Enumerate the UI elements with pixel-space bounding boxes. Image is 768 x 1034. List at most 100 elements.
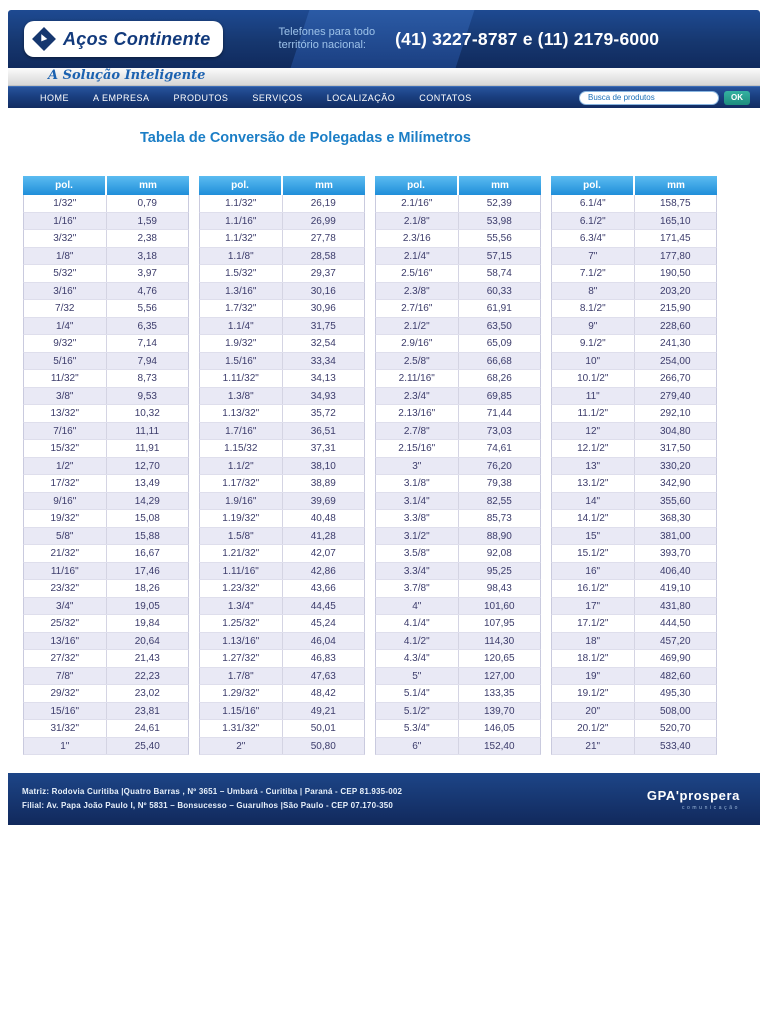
mm-cell: 133,35 bbox=[483, 688, 515, 699]
mm-cell: 42,86 bbox=[310, 565, 336, 577]
nav-item-a-empresa[interactable]: A EMPRESA bbox=[93, 92, 150, 103]
table-row: 7/16" 11,11 bbox=[23, 422, 189, 440]
table-row: 3/32" 2,38 bbox=[23, 230, 189, 248]
pol-cell: 14" bbox=[552, 492, 635, 509]
pol-cell: 14.1/2" bbox=[552, 510, 635, 527]
mm-cell: 5,56 bbox=[137, 303, 157, 314]
logo[interactable]: Aços Continente bbox=[24, 21, 223, 57]
mm-cell: 31,75 bbox=[310, 320, 336, 332]
table-header-row: pol. mm bbox=[375, 176, 541, 195]
mm-cell: 44,45 bbox=[310, 600, 336, 612]
pol-cell: 9" bbox=[552, 317, 635, 334]
pol-cell: 3" bbox=[376, 457, 459, 474]
pol-cell: 4" bbox=[376, 597, 459, 614]
table-row: 5/8" 15,88 bbox=[23, 527, 189, 545]
pol-cell: 18" bbox=[552, 632, 635, 649]
table-row: 1.21/32" 42,07 bbox=[199, 545, 365, 563]
pol-cell: 11.1/2" bbox=[552, 405, 635, 422]
mm-cell: 12,70 bbox=[134, 460, 160, 472]
pol-cell: 1/16" bbox=[24, 212, 107, 229]
table-row: 1.1/16" 26,99 bbox=[199, 212, 365, 230]
table-row: 2.7/8" 73,03 bbox=[375, 422, 541, 440]
table-row: 1.17/32" 38,89 bbox=[199, 475, 365, 493]
mm-cell: 107,95 bbox=[483, 618, 515, 629]
pol-cell: 1.3/16" bbox=[200, 282, 283, 299]
pol-cell: 23/32" bbox=[24, 580, 107, 597]
table-row: 9/32" 7,14 bbox=[23, 335, 189, 353]
mm-cell: 19,84 bbox=[134, 618, 160, 629]
pol-cell: 1.13/32" bbox=[200, 405, 283, 422]
table-row: 19/32" 15,08 bbox=[23, 510, 189, 528]
mm-cell: 49,21 bbox=[310, 705, 336, 717]
table-row: 29/32" 23,02 bbox=[23, 685, 189, 703]
mm-cell: 33,34 bbox=[310, 355, 336, 367]
table-row: 6.3/4" 171,45 bbox=[551, 230, 717, 248]
page-title: Tabela de Conversão de Polegadas e Milím… bbox=[140, 130, 471, 146]
pol-cell: 6.1/4" bbox=[552, 195, 635, 212]
search-ok-button[interactable]: OK bbox=[724, 90, 750, 105]
pol-cell: 27/32" bbox=[24, 650, 107, 667]
mm-cell: 16,67 bbox=[134, 548, 160, 559]
table-row: 2.3/8" 60,33 bbox=[375, 282, 541, 300]
mm-cell: 368,30 bbox=[659, 513, 691, 524]
table-row: 10.1/2" 266,70 bbox=[551, 370, 717, 388]
nav-item-servicos[interactable]: SERVIÇOS bbox=[252, 92, 303, 103]
pol-cell: 3/4" bbox=[24, 597, 107, 614]
pol-cell: 1.9/16" bbox=[200, 492, 283, 509]
table-row: 1.11/16" 42,86 bbox=[199, 562, 365, 580]
nav-item-localizacao[interactable]: LOCALIZAÇÃO bbox=[326, 92, 396, 103]
mm-cell: 43,66 bbox=[310, 583, 336, 594]
mm-cell: 4,76 bbox=[137, 285, 157, 297]
mm-cell: 2,38 bbox=[137, 233, 157, 244]
pol-cell: 1.5/8" bbox=[200, 527, 283, 544]
pol-cell: 12.1/2" bbox=[552, 440, 635, 457]
mm-cell: 66,68 bbox=[486, 355, 512, 367]
pol-cell: 2.15/16" bbox=[376, 440, 459, 457]
pol-cell: 1.15/16" bbox=[200, 702, 283, 719]
nav-item-produtos[interactable]: PRODUTOS bbox=[173, 92, 229, 103]
mm-cell: 7,14 bbox=[137, 338, 157, 349]
table-row: 1.9/32" 32,54 bbox=[199, 335, 365, 353]
table-row: 8.1/2" 215,90 bbox=[551, 300, 717, 318]
nav-item-contatos[interactable]: CONTATOS bbox=[419, 92, 472, 103]
pol-cell: 3.7/8" bbox=[376, 580, 459, 597]
pol-cell: 2.3/8" bbox=[376, 282, 459, 299]
pol-cell: 1.13/16" bbox=[200, 632, 283, 649]
mm-cell: 68,26 bbox=[486, 373, 512, 384]
table-row: 12" 304,80 bbox=[551, 422, 717, 440]
pol-cell: 15/32" bbox=[24, 440, 107, 457]
mm-cell: 47,63 bbox=[310, 670, 336, 682]
table-row: 3" 76,20 bbox=[375, 457, 541, 475]
pol-cell: 13/32" bbox=[24, 405, 107, 422]
table-row: 1.5/32" 29,37 bbox=[199, 265, 365, 283]
search-area: OK bbox=[579, 90, 750, 105]
table-row: 7.1/2" 190,50 bbox=[551, 265, 717, 283]
table-row: 3.1/8" 79,38 bbox=[375, 475, 541, 493]
pol-cell: 4.1/2" bbox=[376, 632, 459, 649]
conversion-table-1: pol. mm 1/32" 0,79 1/16" 1,59 3/32" 2,38 1/8" 3,1… bbox=[23, 176, 189, 755]
col-header-pol: pol. bbox=[23, 176, 105, 195]
mm-cell: 25,40 bbox=[134, 740, 160, 752]
pol-cell: 1.23/32" bbox=[200, 580, 283, 597]
table-row: 18.1/2" 469,90 bbox=[551, 650, 717, 668]
table-row: 1.3/8" 34,93 bbox=[199, 387, 365, 405]
mm-cell: 3,18 bbox=[137, 250, 157, 262]
nav-item-home[interactable]: HOME bbox=[40, 92, 69, 103]
pol-cell: 19.1/2" bbox=[552, 685, 635, 702]
nav-menu: HOME A EMPRESA PRODUTOS SERVIÇOS LOCALIZAÇÃO… bbox=[28, 93, 484, 103]
pol-cell: 15/16" bbox=[24, 702, 107, 719]
pol-cell: 3.5/8" bbox=[376, 545, 459, 562]
pol-cell: 1.7/8" bbox=[200, 667, 283, 684]
mm-cell: 11,11 bbox=[135, 425, 160, 437]
conversion-tables: pol. mm 1/32" 0,79 1/16" 1,59 3/32" 2,38 1/8" 3,1… bbox=[23, 176, 760, 755]
pol-cell: 9/16" bbox=[24, 492, 107, 509]
search-input[interactable] bbox=[579, 90, 719, 105]
mm-cell: 215,90 bbox=[659, 303, 691, 314]
table-row: 1/32" 0,79 bbox=[23, 195, 189, 213]
table-row: 1.23/32" 43,66 bbox=[199, 580, 365, 598]
pol-cell: 1.21/32" bbox=[200, 545, 283, 562]
pol-cell: 1.5/16" bbox=[200, 352, 283, 369]
mm-cell: 92,08 bbox=[486, 548, 512, 559]
logo-tagline: A Solução Inteligente bbox=[48, 68, 206, 83]
mm-cell: 15,88 bbox=[134, 530, 160, 542]
